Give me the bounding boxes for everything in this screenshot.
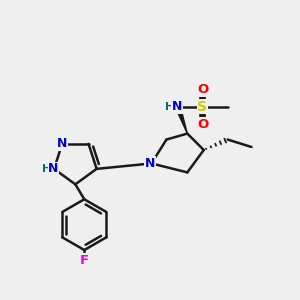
Text: O: O xyxy=(197,118,208,130)
Text: N: N xyxy=(48,162,59,176)
Text: H: H xyxy=(165,102,175,112)
Text: F: F xyxy=(80,254,89,267)
Text: N: N xyxy=(57,137,68,150)
Text: O: O xyxy=(197,83,208,96)
Polygon shape xyxy=(176,107,187,134)
Text: N: N xyxy=(145,157,155,170)
Text: H: H xyxy=(42,164,51,174)
Text: S: S xyxy=(197,100,207,114)
Text: N: N xyxy=(172,100,182,113)
